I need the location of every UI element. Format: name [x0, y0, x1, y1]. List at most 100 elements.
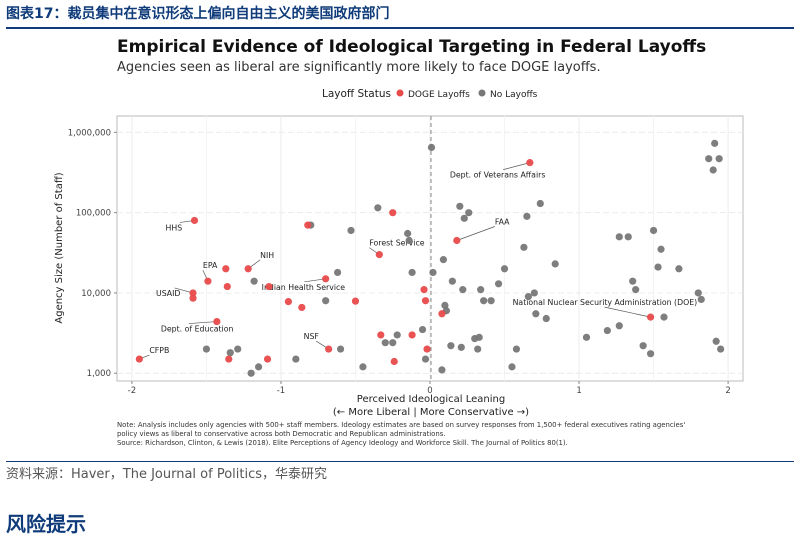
legend-marker-doge	[396, 89, 404, 97]
no-layoff-point	[389, 339, 397, 347]
no-layoff-point	[530, 289, 538, 297]
annotation-leader	[456, 226, 495, 241]
no-layoff-point	[500, 265, 509, 273]
no-layoff-point	[654, 263, 662, 271]
legend-label-none: No Layoffs	[490, 90, 538, 100]
y-tick-label: 1,000,000	[68, 128, 111, 138]
annotations: Dept. of Veterans Affairs HHS FAA Forest Se…	[139, 162, 698, 360]
no-layoff-point	[697, 295, 705, 304]
doge-point	[298, 303, 306, 312]
x-axis-sublabel: (← More Liberal | More Conservative →)	[333, 407, 529, 418]
chart-source-line: Source: Richardson, Clinton, & Lewis (20…	[117, 439, 568, 447]
no-layoff-point	[254, 363, 263, 371]
no-layoff-point	[393, 331, 401, 339]
no-layoff-point	[657, 245, 665, 253]
doge-point	[263, 355, 272, 363]
chart-subtitle: Agencies seen as liberal are significant…	[117, 60, 601, 75]
y-tick-label: 100,000	[76, 209, 111, 219]
no-layoff-point	[404, 229, 412, 238]
annotation-label: FAA	[495, 218, 510, 227]
no-layoff-point	[336, 345, 345, 353]
data-points	[135, 139, 725, 377]
doge-point	[421, 297, 430, 305]
no-layoff-point	[438, 366, 446, 374]
no-layoff-point	[712, 337, 720, 345]
no-layoff-point	[649, 226, 658, 235]
figure-title: 裁员集中在意识形态上偏向自由主义的美国政府部门	[67, 6, 390, 22]
no-layoff-point	[480, 297, 488, 305]
no-layoff-point	[250, 277, 258, 285]
y-tick-label: 1,000	[87, 369, 111, 379]
annotation-label: Dept. of Veterans Affairs	[450, 171, 546, 180]
doge-point	[526, 159, 534, 167]
no-layoff-point	[646, 350, 655, 358]
no-layoff-point	[536, 199, 544, 208]
annotation-label: HHS	[166, 223, 183, 232]
no-layoff-point	[292, 355, 300, 363]
no-layoff-point	[532, 310, 540, 318]
no-layoff-point	[524, 293, 532, 301]
axis-ticks: -2 -1 0 1 2 1,000 10,000 100,000 1,000,000	[68, 128, 731, 396]
doge-point	[438, 310, 446, 318]
doge-point	[265, 282, 273, 291]
x-tick-label: -1	[277, 386, 285, 396]
y-tick-label: 10,000	[81, 289, 111, 299]
no-layoff-point	[711, 139, 719, 147]
no-layoff-point	[582, 333, 591, 341]
no-layoff-point	[717, 345, 725, 353]
no-layoff-point	[675, 265, 683, 273]
no-layoff-point	[715, 155, 723, 163]
grid	[117, 116, 743, 381]
no-layoff-point	[694, 289, 702, 297]
no-layoff-point	[660, 313, 668, 321]
no-layoff-point	[234, 345, 242, 353]
figure-label: 图表17：	[6, 6, 68, 22]
no-layoff-point	[520, 243, 528, 251]
doge-point	[189, 294, 197, 302]
annotation-label: National Nuclear Security Administration…	[513, 298, 698, 307]
annotation-label: EPA	[203, 261, 218, 270]
no-layoff-point	[381, 339, 389, 347]
doge-point	[284, 298, 293, 306]
no-layoff-point	[459, 286, 467, 294]
no-layoff-point	[475, 333, 483, 341]
no-layoff-point	[551, 260, 559, 268]
annotation-label: USAID	[156, 289, 180, 298]
no-layoff-point	[421, 355, 430, 363]
annotation-label: NSF	[304, 332, 320, 341]
chart-title: Empirical Evidence of Ideological Target…	[117, 37, 706, 57]
doge-point	[325, 345, 333, 353]
doge-point	[351, 297, 360, 305]
no-layoff-point	[523, 212, 531, 220]
doge-point	[244, 265, 252, 273]
annotation-leader	[503, 162, 530, 170]
annotation-label: NIH	[260, 251, 274, 260]
no-layoff-point	[347, 226, 355, 235]
x-tick-label: 1	[576, 386, 581, 396]
annotation-label: Forest Service	[369, 239, 424, 248]
no-layoff-point	[632, 286, 640, 294]
no-layoff-point	[477, 286, 485, 294]
doge-point	[646, 313, 655, 321]
no-layoff-point	[465, 209, 473, 217]
doge-point	[223, 282, 231, 291]
no-layoff-point	[615, 322, 623, 330]
doge-point	[213, 317, 221, 326]
no-layoff-point	[615, 233, 623, 241]
legend-marker-none	[478, 89, 486, 97]
annotation-leader	[604, 306, 651, 318]
no-layoff-point	[709, 166, 717, 174]
x-axis-label: Perceived Ideological Leaning	[357, 394, 505, 405]
doge-point	[420, 286, 428, 294]
x-tick-label: 0	[427, 386, 432, 396]
no-layoff-point	[705, 155, 713, 163]
doge-point	[423, 345, 431, 353]
report-header: 图表17：裁员集中在意识形态上偏向自由主义的美国政府部门	[6, 3, 794, 29]
legend: Layoff Status DOGE Layoffs No Layoffs	[322, 88, 538, 100]
no-layoff-point	[448, 277, 456, 285]
doge-point	[375, 251, 383, 259]
no-layoff-point	[639, 342, 647, 350]
no-layoff-point	[408, 268, 416, 277]
no-layoff-point	[487, 297, 495, 305]
annotation-leader	[188, 321, 217, 324]
